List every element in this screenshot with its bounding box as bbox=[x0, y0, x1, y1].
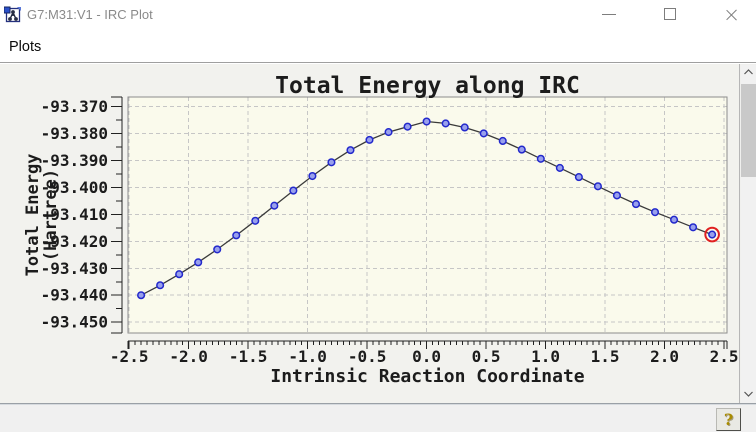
data-point[interactable] bbox=[593, 182, 602, 191]
chevron-down-icon bbox=[744, 391, 753, 397]
x-axis-title: Intrinsic Reaction Coordinate bbox=[270, 366, 584, 387]
app-icon bbox=[3, 6, 22, 24]
data-point[interactable] bbox=[384, 128, 393, 137]
minimize-icon bbox=[602, 14, 616, 15]
irc-chart: -93.370 -93.380 -93.390 -93.400 -93.410 -93.4… bbox=[23, 73, 739, 387]
window-title: G7:M31:V1 - IRC Plot bbox=[27, 7, 153, 22]
help-button[interactable]: ? bbox=[716, 408, 741, 431]
maximize-icon bbox=[664, 8, 676, 20]
y-tick-label: -93.410 bbox=[41, 205, 108, 224]
data-point[interactable] bbox=[251, 216, 260, 225]
scrollbar-thumb[interactable] bbox=[741, 84, 756, 177]
data-point[interactable] bbox=[308, 171, 317, 181]
x-tick-label: 1.5 bbox=[591, 347, 620, 366]
y-tick-label: -93.430 bbox=[41, 259, 108, 278]
x-tick-label: 1.0 bbox=[531, 347, 560, 366]
data-point[interactable] bbox=[365, 135, 374, 144]
y-axis-title: Total Energy bbox=[23, 154, 43, 277]
menubar: Plots bbox=[0, 30, 756, 63]
data-point[interactable] bbox=[289, 186, 298, 195]
data-point[interactable] bbox=[270, 201, 279, 210]
x-tick-label: 2.0 bbox=[650, 347, 679, 366]
data-point[interactable] bbox=[232, 231, 241, 240]
x-tick-label: -0.5 bbox=[348, 347, 387, 366]
chevron-up-icon bbox=[744, 69, 753, 75]
data-point[interactable] bbox=[346, 146, 355, 155]
data-point[interactable] bbox=[479, 129, 488, 138]
data-point[interactable] bbox=[650, 208, 660, 217]
data-point[interactable] bbox=[403, 122, 412, 131]
data-point[interactable] bbox=[175, 270, 184, 279]
x-tick-label: -1.5 bbox=[229, 347, 268, 366]
data-point[interactable] bbox=[213, 245, 222, 254]
y-axis-title: (Hartree) bbox=[41, 169, 61, 261]
x-tick-label: 0.0 bbox=[412, 347, 441, 366]
bottombar: ? bbox=[0, 403, 756, 432]
data-point[interactable] bbox=[708, 230, 717, 239]
x-tick-label: -1.0 bbox=[288, 347, 327, 366]
data-point[interactable] bbox=[612, 191, 622, 200]
close-icon bbox=[724, 8, 738, 22]
data-point[interactable] bbox=[574, 173, 583, 182]
data-point[interactable] bbox=[536, 154, 545, 163]
x-tick-label: -2.0 bbox=[169, 347, 208, 366]
data-point[interactable] bbox=[137, 291, 146, 300]
data-point[interactable] bbox=[460, 123, 469, 132]
y-tick-label: -93.370 bbox=[41, 97, 108, 116]
vertical-scrollbar[interactable] bbox=[741, 65, 756, 403]
x-tick-label: 2.5 bbox=[710, 347, 739, 366]
data-point[interactable] bbox=[194, 258, 203, 267]
scroll-down-button[interactable] bbox=[741, 387, 756, 403]
data-point[interactable] bbox=[441, 119, 450, 128]
y-tick-label: -93.390 bbox=[41, 151, 108, 170]
data-point[interactable] bbox=[498, 136, 507, 146]
data-point[interactable] bbox=[631, 200, 641, 209]
y-tick-label: -93.440 bbox=[41, 286, 108, 305]
selected-point-highlight bbox=[704, 226, 720, 243]
maximize-button[interactable] bbox=[647, 0, 693, 30]
chart-frame: -93.370 -93.380 -93.390 -93.400 -93.410 -93.4… bbox=[0, 64, 740, 403]
chart-title: Total Energy along IRC bbox=[275, 73, 580, 99]
chart-panel: -93.370 -93.380 -93.390 -93.400 -93.410 -93.4… bbox=[0, 64, 756, 404]
x-tick-label: 0.5 bbox=[472, 347, 501, 366]
minimize-button[interactable] bbox=[586, 0, 632, 30]
titlebar[interactable]: G7:M31:V1 - IRC Plot bbox=[0, 0, 756, 30]
data-point[interactable] bbox=[422, 117, 431, 126]
data-point[interactable] bbox=[689, 223, 698, 232]
y-tick-label: -93.450 bbox=[41, 313, 108, 332]
x-tick-label: -2.5 bbox=[110, 347, 149, 366]
close-button[interactable] bbox=[708, 0, 754, 30]
scroll-up-button[interactable] bbox=[741, 65, 756, 81]
data-point[interactable] bbox=[327, 158, 336, 167]
data-point[interactable] bbox=[555, 163, 564, 172]
data-point[interactable] bbox=[156, 281, 165, 290]
data-point[interactable] bbox=[670, 215, 679, 224]
y-tick-label: -93.400 bbox=[41, 178, 108, 197]
plot-area bbox=[128, 97, 727, 333]
y-tick-label: -93.380 bbox=[41, 124, 108, 143]
plot-border bbox=[127, 96, 728, 334]
menu-plots[interactable]: Plots bbox=[9, 39, 42, 55]
y-tick-label: -93.420 bbox=[41, 232, 108, 251]
data-point[interactable] bbox=[517, 145, 526, 154]
